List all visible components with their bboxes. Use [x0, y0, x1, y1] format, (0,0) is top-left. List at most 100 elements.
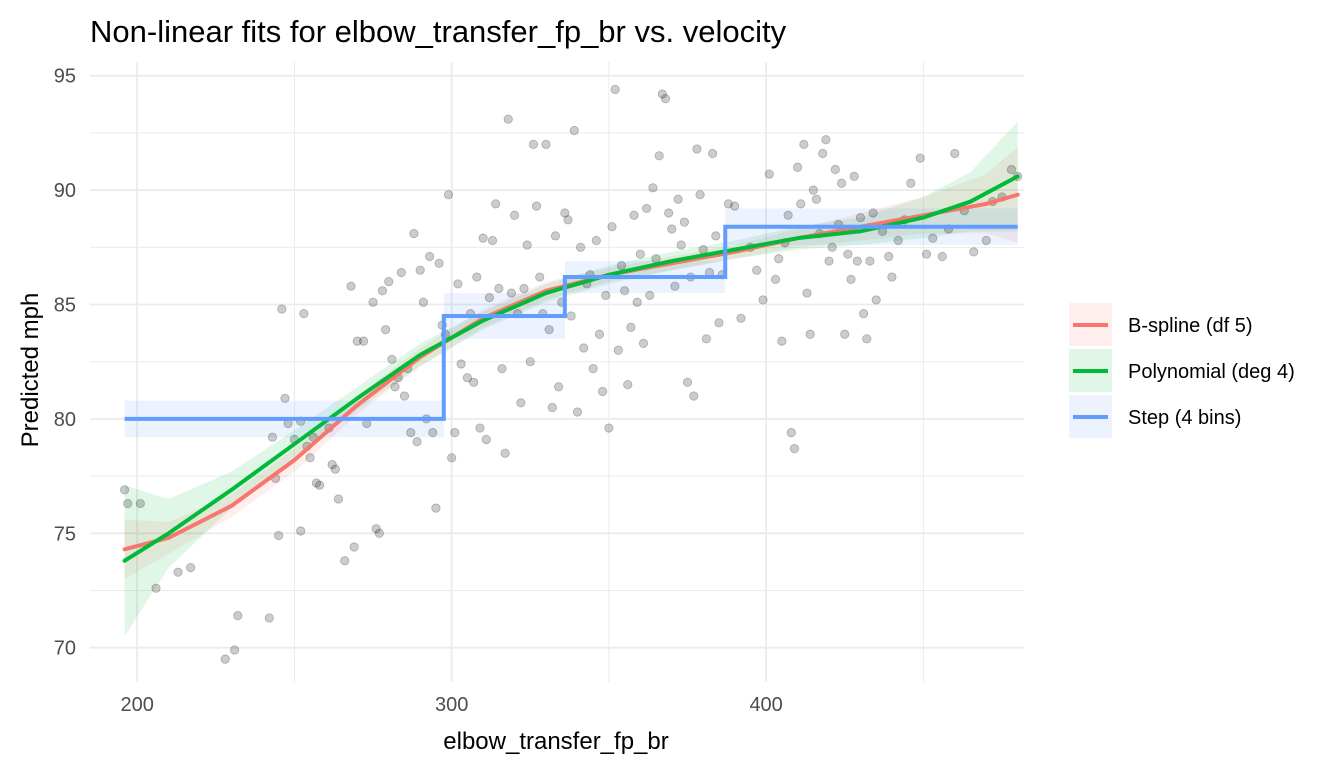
- data-point: [462, 373, 472, 383]
- data-point: [528, 139, 539, 149]
- data-point: [491, 199, 501, 209]
- data-point: [871, 295, 881, 305]
- minor-gridlines: [90, 62, 1024, 682]
- data-point: [682, 377, 693, 387]
- data-point: [802, 288, 812, 298]
- data-point: [604, 423, 614, 433]
- data-point: [151, 583, 161, 593]
- data-point: [434, 258, 444, 268]
- data-point: [827, 242, 837, 252]
- data-point: [487, 235, 498, 246]
- data-point: [664, 208, 674, 218]
- data-point: [840, 329, 850, 339]
- data-point: [764, 169, 774, 179]
- data-point: [670, 281, 680, 291]
- data-point: [516, 398, 526, 408]
- data-point: [233, 611, 243, 621]
- data-point: [837, 178, 847, 188]
- data-point: [981, 235, 991, 246]
- data-point: [280, 393, 290, 403]
- data-point: [406, 428, 416, 438]
- data-point: [230, 645, 240, 655]
- data-point: [629, 210, 639, 220]
- data-point: [575, 242, 586, 252]
- data-point: [456, 359, 466, 369]
- data-point: [469, 377, 479, 387]
- data-point: [349, 542, 359, 552]
- data-point: [299, 309, 309, 319]
- data-point: [553, 382, 564, 392]
- data-point: [789, 444, 800, 454]
- data-point: [893, 235, 903, 246]
- y-tick-label: 85: [54, 295, 76, 317]
- data-point: [415, 265, 425, 275]
- data-point: [808, 185, 818, 195]
- x-tick-labels: 200 300 400: [120, 694, 782, 716]
- data-point: [519, 283, 529, 294]
- data-point: [651, 254, 661, 264]
- data-point: [569, 126, 579, 136]
- data-point: [616, 261, 627, 271]
- data-point: [698, 245, 708, 255]
- data-point: [346, 281, 356, 291]
- data-point: [711, 231, 721, 241]
- data-point: [862, 334, 872, 344]
- data-point: [1006, 164, 1017, 175]
- data-point: [333, 494, 344, 504]
- data-point: [679, 217, 689, 227]
- data-point: [859, 309, 869, 319]
- data-point: [657, 89, 667, 99]
- data-point: [626, 322, 636, 332]
- data-point: [601, 290, 611, 300]
- data-point: [186, 563, 196, 573]
- data-point: [796, 199, 806, 209]
- data-point: [799, 139, 809, 149]
- data-point: [296, 526, 306, 536]
- data-point: [550, 231, 561, 241]
- x-axis-title: elbow_transfer_fp_br: [443, 728, 668, 755]
- y-tick-labels: 70 75 80 85 90 95: [54, 66, 76, 660]
- data-point: [443, 190, 454, 200]
- data-point: [648, 183, 658, 193]
- data-point: [818, 148, 828, 159]
- legend-label: Step (4 bins): [1128, 407, 1241, 429]
- y-axis-title: Predicted mph: [17, 293, 44, 448]
- data-point: [418, 297, 428, 307]
- data-point: [563, 215, 573, 225]
- data-point: [572, 407, 583, 417]
- data-point: [274, 530, 284, 541]
- data-point: [591, 235, 601, 246]
- x-tick-label: 200: [120, 694, 153, 716]
- data-point: [610, 84, 620, 95]
- data-point: [597, 386, 608, 397]
- data-point: [412, 437, 422, 447]
- data-point: [381, 325, 391, 335]
- y-tick-label: 80: [54, 409, 76, 431]
- data-point: [541, 139, 551, 149]
- data-point: [579, 343, 589, 353]
- data-point: [730, 201, 740, 211]
- data-point: [758, 295, 768, 305]
- legend-label: Polynomial (deg 4): [1128, 361, 1295, 383]
- data-point: [447, 453, 457, 463]
- data-point: [588, 363, 598, 374]
- data-point: [368, 297, 378, 307]
- data-point: [481, 434, 491, 445]
- data-point: [358, 336, 369, 346]
- data-point: [547, 402, 557, 413]
- data-point: [792, 162, 803, 172]
- legend-label: B-spline (df 5): [1128, 315, 1253, 337]
- data-point: [535, 272, 545, 282]
- data-point: [689, 391, 699, 401]
- data-point: [969, 247, 979, 257]
- data-point: [921, 249, 932, 259]
- data-point: [635, 249, 645, 259]
- data-point: [425, 251, 435, 262]
- data-point: [450, 428, 460, 438]
- data-point: [484, 293, 494, 303]
- data-point: [692, 144, 702, 154]
- data-point: [774, 254, 784, 264]
- data-point: [500, 448, 510, 458]
- data-point: [928, 233, 938, 243]
- data-point: [560, 208, 570, 218]
